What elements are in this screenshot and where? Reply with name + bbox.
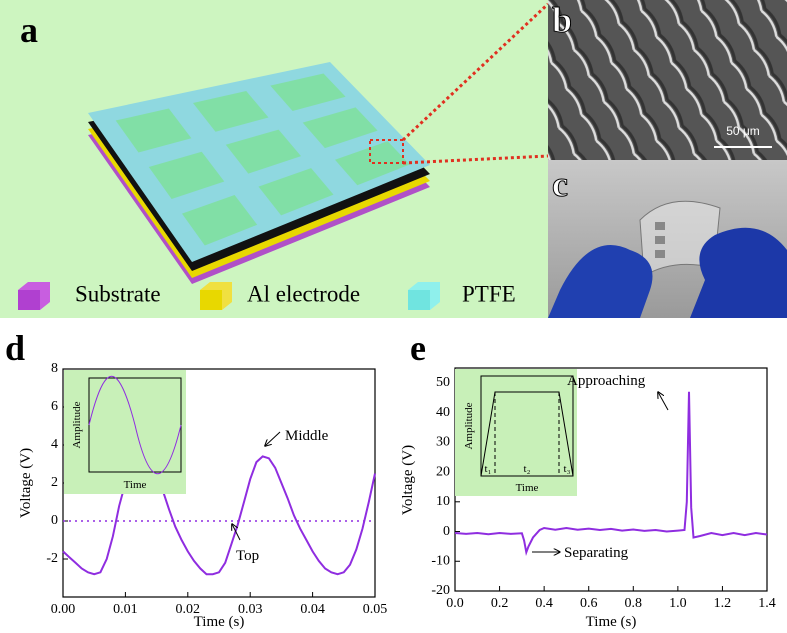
annotation-arrow <box>265 431 281 446</box>
zoom-box <box>369 139 404 164</box>
plot-d: 0.00 0.01 0.02 0.03 0.04 0.05 -2 0 2 4 6 8 <box>46 361 387 617</box>
x-tick-label: 0.02 <box>176 602 201 617</box>
panel-label: d <box>5 328 25 368</box>
panel-label: a <box>20 10 38 50</box>
y-axis-label: Voltage (V) <box>400 445 416 515</box>
annotation: Separating <box>564 545 629 561</box>
y-tick-label: 0 <box>443 524 450 539</box>
legend: Substrate Al electrode PTFE <box>18 281 516 310</box>
inset-dash <box>494 392 560 476</box>
x-tick-label: 0.6 <box>580 596 598 611</box>
inset-frame <box>480 375 574 477</box>
legend-text: Al electrode <box>247 281 360 306</box>
x-tick-label: 0.0 <box>446 596 464 611</box>
inset-e: t₁ t₂ t₃ Time Amplitude <box>455 369 577 496</box>
y-tick-label: 0 <box>51 513 58 528</box>
y-axis-label: Voltage (V) <box>18 448 34 518</box>
legend-text: PTFE <box>462 281 516 306</box>
y-tick-label: 50 <box>436 375 450 390</box>
y-tick-label: 10 <box>436 494 450 509</box>
sem-image <box>548 0 787 160</box>
inset-bg <box>64 370 186 494</box>
electrode <box>302 107 378 149</box>
y-tick-label: 40 <box>436 405 450 420</box>
glove <box>548 245 653 318</box>
x-tick-label: 0.01 <box>113 602 138 617</box>
panel-label: b <box>552 0 572 40</box>
zoom-line <box>402 154 549 165</box>
x-tick-label: 1.4 <box>758 596 776 611</box>
y-tick-label: 4 <box>51 437 58 452</box>
x-tick-label: 0.4 <box>535 596 553 611</box>
inset-xlabel: Time <box>516 482 539 494</box>
inset-mark: t₁ <box>485 463 492 475</box>
inset-curve <box>88 376 182 474</box>
glove <box>690 227 787 318</box>
inset-ylabel: Amplitude <box>463 402 475 449</box>
y-tick-label: -10 <box>431 553 450 568</box>
legend-swatch <box>18 290 40 310</box>
inset-curve <box>480 391 574 477</box>
annotation: Approaching <box>567 373 646 389</box>
electrode <box>148 151 225 199</box>
x-tick-label: 0.05 <box>363 602 388 617</box>
electrode <box>115 108 192 153</box>
electrode <box>258 168 334 216</box>
inset-bg <box>455 369 577 496</box>
electrode <box>225 129 301 174</box>
annotation: Middle <box>285 428 329 444</box>
x-tick-label: 1.2 <box>714 596 732 611</box>
y-tick-label: 30 <box>436 435 450 450</box>
x-tick-label: 0.00 <box>51 602 76 617</box>
electrode <box>193 91 269 132</box>
panel-label: c <box>552 164 568 204</box>
annotation: Top <box>236 548 259 564</box>
electrode <box>182 195 258 246</box>
annotation-arrow <box>232 524 241 541</box>
data-line <box>62 455 376 576</box>
scale-text: 50 μm <box>726 124 760 138</box>
x-tick-label: 0.8 <box>625 596 643 611</box>
inset-d: Time Amplitude <box>64 370 186 494</box>
inset-mark: t₂ <box>524 463 531 475</box>
film-pattern <box>655 222 665 258</box>
x-tick-label: 0.03 <box>238 602 263 617</box>
inset-xlabel: Time <box>124 479 147 491</box>
x-tick-label: 0.04 <box>300 602 325 617</box>
y-tick-label: 20 <box>436 464 450 479</box>
inset-mark: t₃ <box>564 463 571 475</box>
x-axis-label: Time (s) <box>194 614 245 630</box>
x-tick-label: 1.0 <box>669 596 687 611</box>
y-tick-label: 8 <box>51 361 58 376</box>
data-line <box>454 391 768 557</box>
x-axis-label: Time (s) <box>586 614 637 630</box>
y-tick-label: 6 <box>51 399 58 414</box>
legend-swatch <box>200 290 222 310</box>
x-tick-label: 0.2 <box>491 596 509 611</box>
legend-swatch <box>408 290 430 310</box>
y-tick-label: -2 <box>46 551 58 566</box>
inset-ylabel: Amplitude <box>71 401 83 448</box>
y-tick-label: 2 <box>51 475 58 490</box>
legend-text: Substrate <box>75 281 161 306</box>
y-tick-label: -20 <box>431 583 450 598</box>
device <box>88 62 430 284</box>
panel-label: e <box>410 328 426 368</box>
annotation-arrow <box>658 392 669 411</box>
electrode <box>270 73 346 111</box>
